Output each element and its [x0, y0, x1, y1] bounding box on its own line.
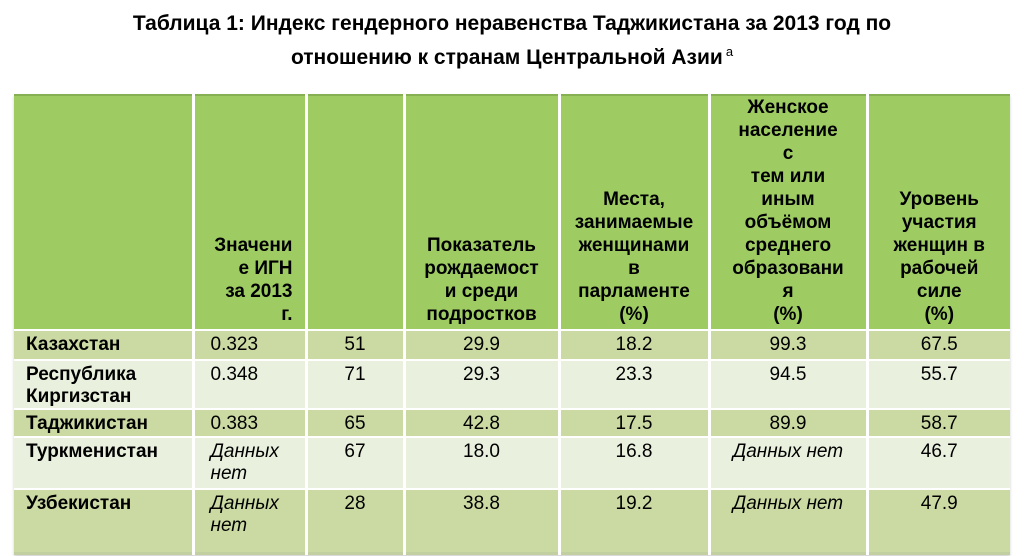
cell-value: 38.8 [402, 488, 559, 553]
cell-igi-no-data: Данных нет [191, 488, 306, 553]
footnote-marker: a [725, 44, 734, 59]
cell-igi-value: 0.323 [191, 329, 306, 360]
cell-country: Таджикистан [14, 408, 193, 437]
cell-value: 46.7 [865, 436, 1010, 489]
table-row-uzbekistan: Узбекистан Данных нет 28 38.8 19.2 Данны… [14, 488, 1010, 553]
table-row-kyrgyzstan: Республика Киргизстан 0.348 71 29.3 23.3… [14, 359, 1010, 409]
cell-value: 19.2 [557, 488, 709, 553]
cell-value: 47.9 [865, 488, 1010, 553]
table-row-turkmenistan: Туркменистан Данных нет 67 18.0 16.8 Дан… [14, 436, 1010, 489]
cell-value: 23.3 [557, 359, 709, 409]
cell-education-no-data: Данных нет [707, 436, 867, 489]
cell-value: 42.8 [402, 408, 559, 437]
header-col-female-labor-participation: Уровень участия женщин в рабочей силе (%… [865, 95, 1010, 330]
cell-country: Казахстан [14, 329, 193, 360]
cell-value: 71 [304, 359, 404, 409]
header-col-igi-2013: Значени е ИГН за 2013 г. [191, 95, 306, 330]
cell-value: 29.3 [402, 359, 559, 409]
table-title-line1: Таблица 1: Индекс гендерного неравенства… [132, 12, 892, 35]
header-col-female-secondary-education: Женское население с тем или иным объёмом… [707, 95, 867, 330]
cell-value: 67 [304, 436, 404, 489]
table-row-tajikistan: Таджикистан 0.383 65 42.8 17.5 89.9 58.7 [14, 408, 1010, 437]
cell-education-no-data: Данных нет [707, 488, 867, 553]
header-row: Значени е ИГН за 2013 г. Показатель рожд… [14, 95, 1010, 330]
header-col-unlabeled [304, 95, 404, 330]
cell-value: 51 [304, 329, 404, 360]
cell-value: 67.5 [865, 329, 1010, 360]
cell-value: 58.7 [865, 408, 1010, 437]
cell-country: Узбекистан [14, 488, 193, 553]
cell-igi-value: 0.348 [191, 359, 306, 409]
cell-igi-value: 0.383 [191, 408, 306, 437]
cell-value: 18.2 [557, 329, 709, 360]
cell-value: 18.0 [402, 436, 559, 489]
gender-inequality-table: Значени е ИГН за 2013 г. Показатель рожд… [14, 94, 1010, 555]
header-col-country-empty [14, 95, 193, 330]
table-title-line2: отношению к странам Центральной Азии a [290, 44, 734, 69]
cell-value: 89.9 [707, 408, 867, 437]
cell-value: 99.3 [707, 329, 867, 360]
cell-value: 17.5 [557, 408, 709, 437]
cell-value: 55.7 [865, 359, 1010, 409]
cell-value: 65 [304, 408, 404, 437]
cell-country: Туркменистан [14, 436, 193, 489]
cell-value: 94.5 [707, 359, 867, 409]
table-title: Таблица 1: Индекс гендерного неравенства… [0, 0, 1024, 72]
cell-igi-no-data: Данных нет [191, 436, 306, 489]
cell-value: 29.9 [402, 329, 559, 360]
cell-value: 28 [304, 488, 404, 553]
header-col-adolescent-birth-rate: Показатель рождаемост и среди подростков [402, 95, 559, 330]
header-col-parliament-seats: Места, занимаемые женщинами в парламенте… [557, 95, 709, 330]
cell-value: 16.8 [557, 436, 709, 489]
table-row-kazakhstan: Казахстан 0.323 51 29.9 18.2 99.3 67.5 [14, 329, 1010, 360]
cell-country: Республика Киргизстан [14, 359, 193, 409]
